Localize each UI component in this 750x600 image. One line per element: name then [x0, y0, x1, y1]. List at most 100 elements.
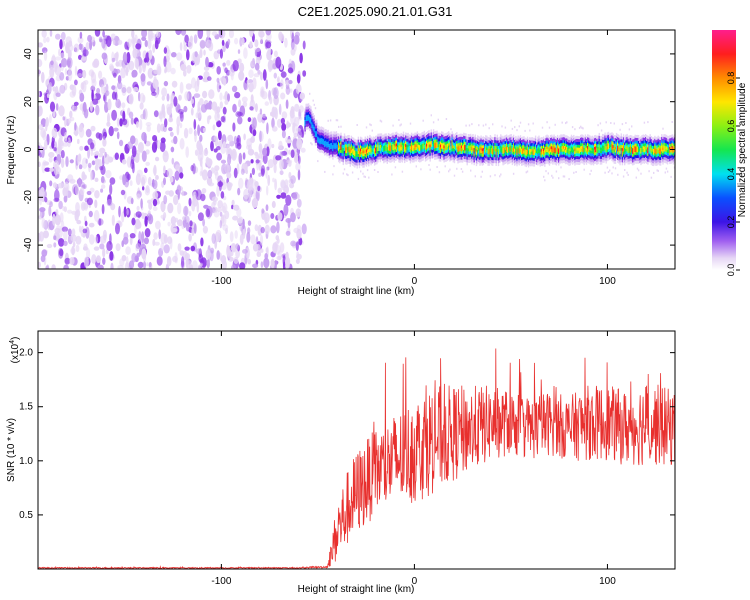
heatmap-cell [570, 134, 573, 138]
heatmap-cell [500, 137, 502, 141]
heatmap-cell [619, 128, 621, 131]
heatmap-cell [452, 147, 454, 151]
heatmap-cell [422, 151, 424, 155]
heatmap-cell [488, 154, 490, 158]
heatmap-cell [475, 160, 478, 164]
heatmap-cell [309, 105, 311, 109]
heatmap-cell [53, 197, 60, 203]
heatmap-cell [488, 145, 490, 149]
heatmap-cell [65, 156, 69, 168]
heatmap-cell [571, 156, 574, 159]
heatmap-cell [376, 144, 378, 148]
heatmap-cell [343, 144, 346, 148]
heatmap-cell [603, 137, 605, 140]
heatmap-cell [399, 140, 401, 143]
heatmap-cell [560, 154, 562, 158]
heatmap-cell [501, 125, 503, 128]
heatmap-cell [485, 158, 487, 162]
heatmap-cell [617, 142, 619, 146]
heatmap-cell [436, 156, 438, 160]
heatmap-cell [625, 143, 627, 147]
colorbar-tick-label: 0.8 [726, 72, 736, 85]
heatmap-cell [560, 142, 562, 146]
heatmap-cell [548, 136, 551, 140]
heatmap-cell [576, 138, 578, 142]
heatmap-cell [134, 224, 137, 235]
heatmap-cell [589, 155, 591, 159]
heatmap-cell [446, 143, 449, 147]
heatmap-cell [584, 157, 587, 161]
heatmap-cell [628, 149, 631, 153]
heatmap-cell [318, 134, 320, 138]
heatmap-cell [84, 220, 88, 227]
heatmap-cell [618, 143, 620, 147]
heatmap-cell [585, 156, 588, 160]
heatmap-cell [366, 158, 369, 162]
heatmap-cell [665, 149, 668, 153]
heatmap-cell [333, 154, 335, 158]
heatmap-cell [370, 159, 372, 163]
heatmap-cell [327, 147, 329, 150]
heatmap-cell [663, 145, 665, 149]
heatmap-cell [545, 158, 547, 162]
heatmap-cell [63, 240, 68, 247]
heatmap-cell [79, 92, 85, 103]
heatmap-cell [536, 147, 538, 151]
heatmap-cell [482, 153, 485, 157]
heatmap-cell [267, 59, 274, 71]
heatmap-cell [428, 144, 430, 148]
heatmap-cell [349, 152, 351, 156]
heatmap-cell [516, 143, 518, 147]
heatmap-cell [673, 134, 675, 138]
heatmap-cell [625, 160, 627, 164]
heatmap-cell [662, 155, 664, 159]
heatmap-cell [450, 151, 452, 155]
heatmap-cell [475, 143, 478, 146]
heatmap-cell [93, 246, 100, 251]
heatmap-cell [610, 147, 612, 151]
heatmap-cell [481, 136, 483, 140]
heatmap-cell [250, 94, 254, 103]
heatmap-cell [365, 143, 368, 147]
heatmap-cell [560, 151, 562, 155]
heatmap-cell [51, 264, 56, 269]
heatmap-cell [518, 156, 520, 160]
heatmap-cell [664, 160, 666, 164]
heatmap-cell [548, 142, 551, 146]
heatmap-cell [432, 134, 435, 138]
heatmap-cell [634, 137, 636, 141]
heatmap-cell [633, 156, 635, 160]
heatmap-cell [305, 118, 307, 122]
heatmap-cell [427, 154, 429, 157]
heatmap-cell [460, 145, 463, 149]
heatmap-cell [540, 140, 543, 143]
heatmap-cell [441, 139, 443, 143]
heatmap-cell [666, 152, 669, 156]
heatmap-cell [358, 142, 361, 146]
heatmap-cell [650, 138, 653, 142]
heatmap-cell [446, 132, 449, 136]
heatmap-cell [142, 261, 147, 269]
heatmap-cell [490, 156, 493, 160]
heatmap-cell [183, 44, 187, 52]
heatmap-cell [280, 192, 287, 199]
heatmap-cell [658, 159, 661, 163]
heatmap-cell [353, 154, 355, 158]
heatmap-cell [324, 152, 326, 156]
heatmap-cell [532, 137, 534, 141]
heatmap-cell [101, 38, 106, 49]
heatmap-cell [364, 175, 366, 178]
heatmap-cell [661, 139, 663, 143]
heatmap-cell [562, 148, 565, 152]
heatmap-cell [529, 148, 531, 152]
heatmap-cell [71, 228, 76, 237]
heatmap-cell [228, 69, 235, 77]
heatmap-cell [332, 145, 334, 149]
heatmap-cell [624, 147, 626, 151]
heatmap-cell [355, 156, 357, 160]
heatmap-cell [521, 159, 523, 163]
heatmap-cell [575, 150, 577, 154]
heatmap-cell [587, 145, 589, 149]
heatmap-cell [517, 152, 519, 156]
heatmap-cell [309, 122, 311, 126]
